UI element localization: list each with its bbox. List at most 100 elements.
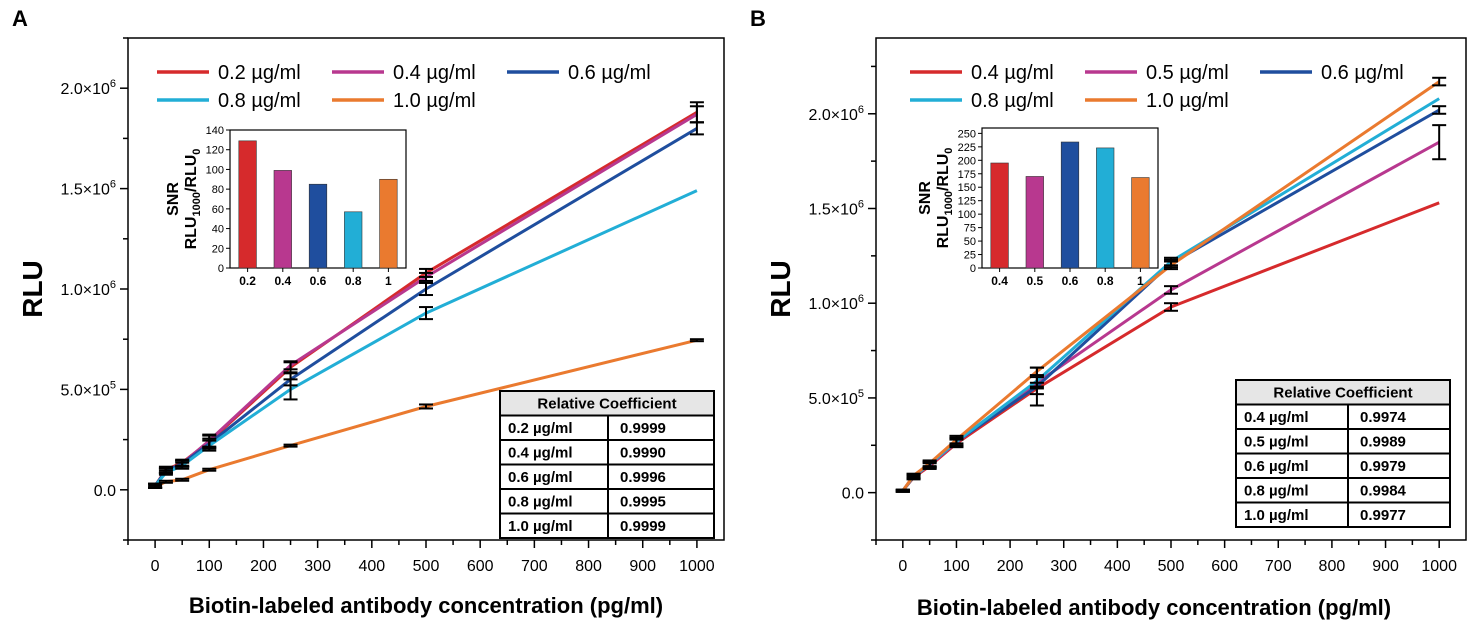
y-tick-label-main: 5.0×10 xyxy=(60,382,109,399)
legend-label: 0.4 µg/ml xyxy=(393,62,476,84)
table-header: Relative Coefficient xyxy=(1273,385,1412,402)
inset-y-tick-label: 140 xyxy=(206,125,224,137)
x-tick-label: 500 xyxy=(413,558,440,575)
y-tick-label: 2.0×106 xyxy=(60,78,116,98)
inset-y-title-ratio: RLU1000/RLU0 xyxy=(183,149,203,250)
table-coefficient: 0.9989 xyxy=(1360,434,1406,451)
x-tick-label: 400 xyxy=(1104,558,1131,575)
panel-label: A xyxy=(12,6,28,31)
inset-bar xyxy=(1025,176,1044,269)
inset-bar xyxy=(1131,177,1150,269)
inset-y-title-subscript: 1000 xyxy=(191,192,203,216)
table-coefficient: 0.9995 xyxy=(620,494,666,511)
inset-y-title-snr: SNR xyxy=(165,182,182,216)
inset-y-title-subscript: 0 xyxy=(191,149,203,155)
inset-x-tick-label: 0.6 xyxy=(310,274,327,288)
table-concentration: 0.5 µg/ml xyxy=(1244,434,1309,451)
y-axis-title: RLU xyxy=(17,260,48,318)
x-axis-title: Biotin-labeled antibody concentration (p… xyxy=(917,595,1391,620)
table-coefficient: 0.9974 xyxy=(1360,409,1407,426)
y-tick-label-main: 1.0×10 xyxy=(808,296,857,313)
x-tick-label: 600 xyxy=(467,558,494,575)
inset-x-tick-label: 1 xyxy=(385,274,392,288)
y-tick-label-exponent: 6 xyxy=(110,279,116,291)
y-tick-label: 2.0×106 xyxy=(808,104,864,124)
x-tick-label: 1000 xyxy=(679,558,715,575)
table-coefficient: 0.9979 xyxy=(1360,458,1406,475)
table-concentration: 0.8 µg/ml xyxy=(508,494,573,511)
inset-x-tick-label: 0.6 xyxy=(1062,274,1079,288)
table-concentration: 0.2 µg/ml xyxy=(508,420,573,437)
panel-b: B0 100 200 300 400 500 600 700 800 900 10000.05.0×… xyxy=(750,6,1467,620)
table-coefficient: 0.9990 xyxy=(620,445,666,462)
table-header: Relative Coefficient xyxy=(537,396,676,413)
x-tick-label: 300 xyxy=(1050,558,1077,575)
y-tick-label: 1.0×106 xyxy=(808,293,864,313)
inset-y-tick-label: 60 xyxy=(212,204,224,216)
inset-x-tick-label: 0.8 xyxy=(1097,274,1114,288)
x-tick-label: 700 xyxy=(1265,558,1292,575)
inset-y-tick-label: 175 xyxy=(958,169,976,181)
x-tick-label: 0 xyxy=(151,558,160,575)
inset-y-tick-label: 200 xyxy=(958,155,976,167)
legend-label: 0.6 µg/ml xyxy=(1321,62,1404,84)
y-tick-label-exponent: 6 xyxy=(858,104,864,116)
y-tick-label: 1.5×106 xyxy=(808,198,864,218)
x-tick-label: 1000 xyxy=(1421,558,1457,575)
inset-bar xyxy=(344,211,363,269)
inset-y-title-snr: SNR xyxy=(917,181,934,215)
table-header-cell xyxy=(1235,379,1451,406)
legend-label: 0.4 µg/ml xyxy=(971,62,1054,84)
x-axis-title: Biotin-labeled antibody concentration (p… xyxy=(189,593,663,618)
x-tick-label: 100 xyxy=(943,558,970,575)
y-tick-label-main: 2.0×10 xyxy=(60,81,109,98)
inset-x-tick-label: 0.4 xyxy=(274,274,291,288)
x-tick-label: 400 xyxy=(358,558,385,575)
table-concentration: 0.4 µg/ml xyxy=(1244,409,1309,426)
inset-y-tick-label: 40 xyxy=(212,224,224,236)
inset-x-tick-label: 0.8 xyxy=(345,274,362,288)
inset-y-tick-label: 120 xyxy=(206,145,224,157)
inset-x-tick-label: 0.5 xyxy=(1026,274,1043,288)
x-tick-label: 100 xyxy=(196,558,223,575)
y-tick-label: 0.0 xyxy=(842,486,864,503)
inset-bar xyxy=(379,178,398,269)
x-tick-label: 700 xyxy=(521,558,548,575)
y-tick-label: 5.0×105 xyxy=(808,388,864,408)
inset-y-tick-label: 80 xyxy=(212,184,224,196)
inset-y-tick-label: 50 xyxy=(964,236,976,248)
inset-y-tick-label: 100 xyxy=(206,164,224,176)
table-concentration: 0.8 µg/ml xyxy=(1244,483,1309,500)
table-concentration: 0.6 µg/ml xyxy=(1244,458,1309,475)
inset-bar xyxy=(1096,147,1115,269)
y-tick-label-main: 5.0×10 xyxy=(808,391,857,408)
y-tick-label-exponent: 6 xyxy=(858,293,864,305)
inset-y-title-part: RLU xyxy=(935,216,952,249)
table-coefficient: 0.9999 xyxy=(620,420,666,437)
inset-y-tick-label: 225 xyxy=(958,142,976,154)
inset-bar xyxy=(273,170,292,269)
legend-label: 1.0 µg/ml xyxy=(393,90,476,112)
inset-y-tick-label: 125 xyxy=(958,196,976,208)
y-tick-label-exponent: 6 xyxy=(110,179,116,191)
inset-y-tick-label: 75 xyxy=(964,223,976,235)
y-tick-label: 1.5×106 xyxy=(60,179,116,199)
inset-y-tick-label: 0 xyxy=(970,263,976,275)
y-tick-label-main: 1.5×10 xyxy=(60,182,109,199)
inset-x-tick-label: 0.4 xyxy=(991,274,1008,288)
panel-label: B xyxy=(750,6,766,31)
x-tick-label: 0 xyxy=(898,558,907,575)
y-tick-label-exponent: 6 xyxy=(858,198,864,210)
x-tick-label: 600 xyxy=(1211,558,1238,575)
table-coefficient: 0.9996 xyxy=(620,469,666,486)
table-coefficient: 0.9977 xyxy=(1360,507,1406,524)
inset-y-tick-label: 250 xyxy=(958,128,976,140)
table-coefficient: 0.9984 xyxy=(1360,483,1407,500)
legend-label: 0.2 µg/ml xyxy=(218,62,301,84)
x-tick-label: 500 xyxy=(1158,558,1185,575)
y-tick-label: 1.0×106 xyxy=(60,279,116,299)
inset-x-tick-label: 1 xyxy=(1137,274,1144,288)
inset-y-tick-label: 0 xyxy=(218,263,224,275)
y-tick-label-main: 1.5×10 xyxy=(808,201,857,218)
inset-y-tick-label: 100 xyxy=(958,209,976,221)
